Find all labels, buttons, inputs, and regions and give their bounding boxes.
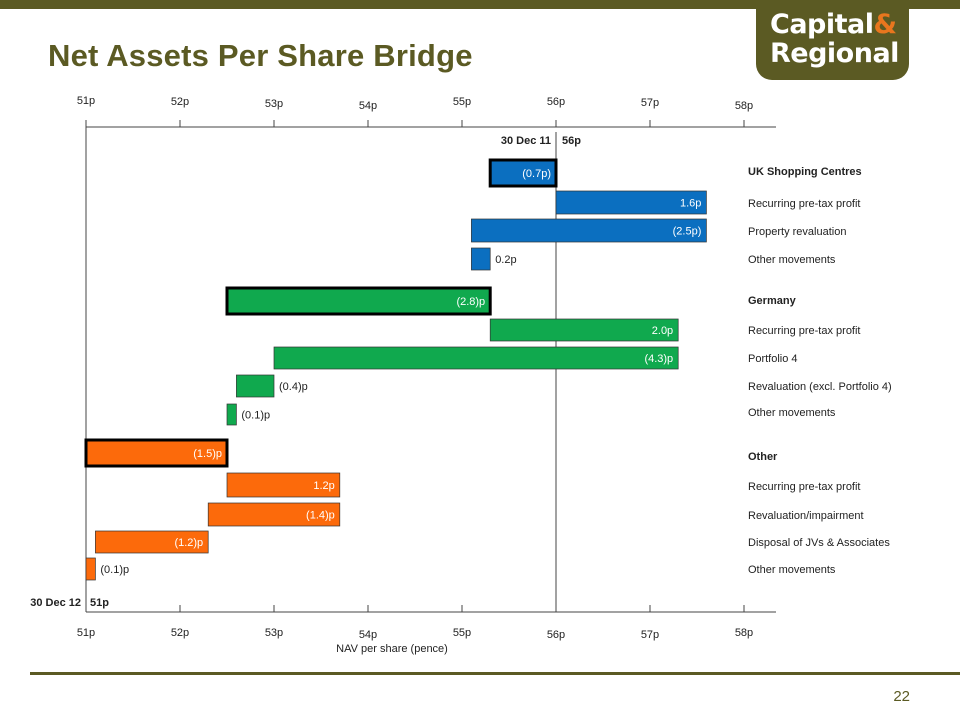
- bottom-accent-bar: [30, 672, 960, 675]
- tick-label-bottom: 58p: [735, 627, 753, 639]
- tick-label-bottom: 57p: [641, 629, 659, 641]
- logo-line1: Capital&: [770, 9, 897, 40]
- bar-value-label: (0.1)p: [100, 564, 129, 576]
- bar-value-label: 1.2p: [313, 480, 334, 492]
- page-number: 22: [893, 688, 910, 705]
- group-header-label: Germany: [748, 295, 797, 307]
- category-label: Other movements: [748, 407, 836, 419]
- group-header-label: UK Shopping Centres: [748, 166, 862, 178]
- tick-label-top: 54p: [359, 100, 377, 112]
- tick-label-top: 58p: [735, 100, 753, 112]
- tick-label-top: 56p: [547, 96, 565, 108]
- bar-value-label: 2.0p: [652, 325, 673, 337]
- bar-value-label: 1.6p: [680, 198, 701, 210]
- bridge-bar: [85, 557, 96, 581]
- category-label: Recurring pre-tax profit: [748, 325, 861, 337]
- tick-label-bottom: 54p: [359, 629, 377, 641]
- bar-value-label: (2.5p): [673, 226, 702, 238]
- bar-value-label: (1.5)p: [193, 448, 222, 460]
- tick-label-bottom: 55p: [453, 627, 471, 639]
- category-label: Other movements: [748, 254, 836, 266]
- subtotal-bar: [225, 286, 492, 316]
- category-label: Recurring pre-tax profit: [748, 481, 861, 493]
- category-label: Disposal of JVs & Associates: [748, 537, 890, 549]
- bar-value-label: 0.2p: [495, 254, 516, 266]
- group-header-label: Other: [748, 451, 778, 463]
- bridge-bar: [555, 190, 707, 215]
- end-date-label: 30 Dec 12: [30, 597, 81, 609]
- x-axis-label: NAV per share (pence): [336, 643, 448, 655]
- bridge-bar: [226, 472, 341, 498]
- end-value-label: 51p: [90, 597, 109, 609]
- bridge-bar: [236, 374, 275, 398]
- bar-value-label: (0.4)p: [279, 381, 308, 393]
- bridge-bar: [471, 218, 707, 243]
- bar-value-label: (2.8)p: [456, 296, 485, 308]
- bridge-bar: [226, 403, 237, 426]
- tick-label-top: 55p: [453, 96, 471, 108]
- top-accent-bar: [0, 0, 960, 9]
- tick-label-top: 53p: [265, 98, 283, 110]
- tick-label-bottom: 56p: [547, 629, 565, 641]
- bar-value-label: (0.7p): [522, 168, 551, 180]
- bridge-bar: [273, 346, 679, 370]
- tick-label-bottom: 53p: [265, 627, 283, 639]
- bridge-bar: [95, 530, 209, 554]
- category-label: Portfolio 4: [748, 353, 798, 365]
- bar-value-label: (1.4)p: [306, 510, 335, 522]
- bar-value-label: (1.2)p: [174, 537, 203, 549]
- start-value-label: 56p: [562, 135, 581, 147]
- bridge-bar: [471, 247, 491, 271]
- bridge-bar: [489, 318, 679, 342]
- company-logo: Capital& Regional: [756, 0, 909, 80]
- tick-label-top: 51p: [77, 95, 95, 107]
- bridge-bar: [207, 502, 341, 527]
- bar-value-label: (4.3)p: [644, 353, 673, 365]
- start-date-label: 30 Dec 11: [501, 135, 551, 147]
- subtotal-bar: [84, 438, 229, 468]
- subtotal-bar: [488, 158, 558, 188]
- bar-value-label: (0.1)p: [241, 410, 270, 422]
- category-label: Revaluation/impairment: [748, 510, 864, 522]
- nav-bridge-chart: 51p 51p 52p 52p 53p 53p 54p 54p 55p 55p 56p 56p 57p 5…: [30, 95, 892, 655]
- page-title: Net Assets Per Share Bridge: [48, 38, 473, 73]
- category-label: Other movements: [748, 564, 836, 576]
- tick-label-bottom: 52p: [171, 627, 189, 639]
- category-label: Property revaluation: [748, 226, 846, 238]
- category-label: Revaluation (excl. Portfolio 4): [748, 381, 892, 393]
- tick-label-top: 57p: [641, 97, 659, 109]
- tick-label-bottom: 51p: [77, 627, 95, 639]
- category-label: Recurring pre-tax profit: [748, 198, 861, 210]
- tick-label-top: 52p: [171, 96, 189, 108]
- logo-line2: Regional: [770, 38, 899, 69]
